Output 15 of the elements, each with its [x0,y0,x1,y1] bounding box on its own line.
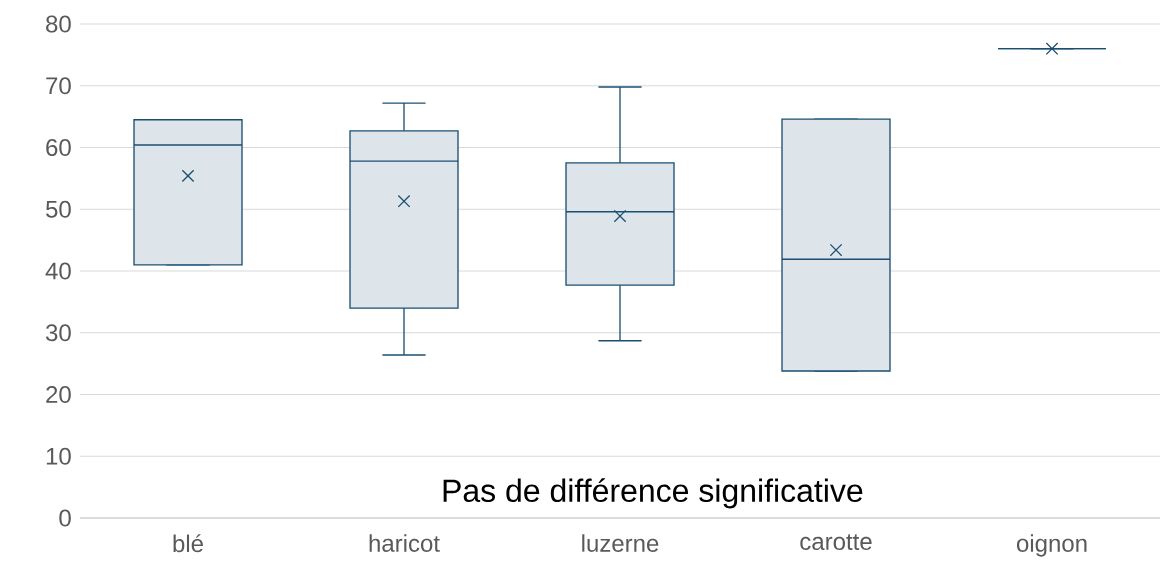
x-tick-label: luzerne [582,534,659,552]
y-tick-label: 10 [46,447,71,465]
y-tick-label: 20 [46,385,71,403]
y-tick-label: 50 [46,200,71,218]
y-tick-label: 30 [45,324,71,342]
x-tick-label: blé [173,534,203,553]
y-tick-label: 0 [59,509,71,527]
y-tick-label: 40 [45,262,71,280]
x-tick-label: carotte [800,534,872,551]
x-tick-label: oignon [1016,534,1087,557]
annotation: Pas de différence significative [443,478,863,509]
x-tick-label: haricot [369,534,440,552]
y-tick-label: 60 [46,139,71,156]
y-tick-label: 70 [46,77,71,95]
y-tick-label: 80 [46,15,71,33]
